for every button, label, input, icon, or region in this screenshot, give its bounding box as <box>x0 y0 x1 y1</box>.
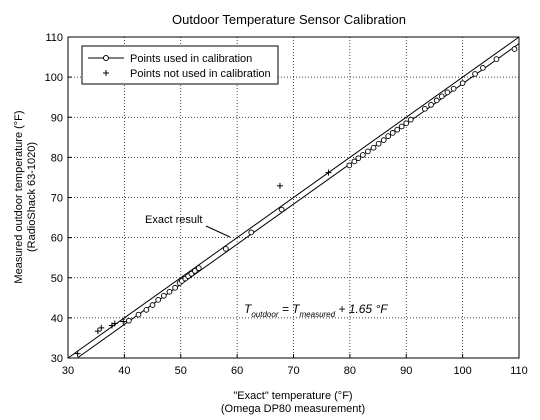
x-tick-label: 30 <box>62 365 74 377</box>
calibration-point <box>143 307 150 313</box>
calibration-point <box>191 268 198 274</box>
calibration-point <box>398 123 405 130</box>
calibration-point <box>359 152 366 158</box>
excluded-point <box>276 182 283 189</box>
calibration-point <box>126 317 132 324</box>
y-tick-label: 70 <box>51 193 63 205</box>
x-axis-ticks: 30 40 50 60 70 80 90 100 110 <box>62 354 528 377</box>
calibration-point <box>351 158 358 165</box>
legend-marker-used <box>103 55 109 61</box>
calibration-point <box>459 80 466 86</box>
calibration-point <box>380 137 387 143</box>
x-axis-label: "Exact" temperature (°F) <box>233 390 352 402</box>
x-tick-label: 40 <box>118 365 130 377</box>
calibration-point <box>493 56 500 62</box>
calibration-point <box>155 296 162 303</box>
exact-result-pointer <box>205 225 231 238</box>
excluded-point <box>94 328 101 335</box>
calibration-point <box>370 144 377 151</box>
x-axis-sublabel: (Omega DP80 measurement) <box>221 403 365 415</box>
y-tick-label: 50 <box>51 273 63 285</box>
x-tick-label: 70 <box>287 365 299 377</box>
x-tick-label: 80 <box>344 365 356 377</box>
y-tick-label: 80 <box>51 152 63 164</box>
x-tick-label: 100 <box>453 365 471 377</box>
calibration-point <box>278 206 285 213</box>
calibration-point <box>511 46 518 52</box>
excluded-point <box>111 320 118 327</box>
y-tick-label: 110 <box>45 32 63 44</box>
calibration-point <box>375 140 382 147</box>
legend-entry-unused: Points not used in calibration <box>130 68 271 80</box>
calibration-point <box>480 65 486 71</box>
excluded-point <box>74 350 81 357</box>
y-tick-label: 100 <box>45 72 63 84</box>
x-tick-label: 50 <box>175 365 187 377</box>
calibration-point <box>195 265 202 271</box>
x-tick-label: 60 <box>231 365 243 377</box>
calibration-point <box>365 148 371 155</box>
formula-tail: + 1.65 °F <box>335 302 388 316</box>
calibration-point <box>223 246 229 252</box>
calibration-point <box>166 288 173 295</box>
legend-marker-unused <box>103 70 109 76</box>
y-tick-label: 30 <box>51 353 63 365</box>
legend: Points used in calibration Points not us… <box>81 45 279 85</box>
legend-entry-used: Points used in calibration <box>130 53 252 65</box>
excluded-point <box>325 169 332 176</box>
calibration-point <box>450 85 457 92</box>
x-tick-label: 110 <box>510 365 528 377</box>
y-axis-label: Measured outdoor temperature (°F) <box>13 110 25 283</box>
exact-result-label: Exact result <box>145 214 202 226</box>
calibration-point <box>355 155 362 162</box>
calibration-point <box>472 71 478 77</box>
calibration-point <box>407 116 414 123</box>
calibration-point <box>433 97 440 104</box>
y-tick-label: 40 <box>51 313 63 325</box>
exact-result-annotation: Exact result <box>145 214 231 238</box>
chart-title: Outdoor Temperature Sensor Calibration <box>172 12 406 27</box>
formula-lhs: T <box>244 302 253 316</box>
excluded-point <box>98 324 105 331</box>
y-axis-ticks: 30 40 50 60 70 80 90 100 110 <box>45 32 72 365</box>
legend-box <box>81 45 279 85</box>
calibration-point <box>135 311 142 318</box>
calibration-point <box>385 133 392 139</box>
calibration-point <box>438 93 445 100</box>
formula-lhs-sub: outdoor <box>251 310 278 319</box>
calibration-formula: Toutdoor = Tmeasured + 1.65 °F <box>244 302 388 319</box>
exact-result-line <box>67 36 520 359</box>
calibration-point <box>172 284 178 291</box>
x-tick-label: 90 <box>400 365 412 377</box>
calibration-point <box>149 302 156 308</box>
data-points <box>74 46 518 357</box>
calibration-point <box>428 101 434 108</box>
calibration-point <box>422 105 428 112</box>
y-tick-label: 60 <box>51 233 63 245</box>
calibration-point <box>444 89 451 96</box>
calibration-point <box>346 162 353 169</box>
y-tick-label: 90 <box>51 112 63 124</box>
calibration-point <box>160 292 167 299</box>
y-axis-sublabel: (RadioShack 63-1020) <box>26 142 38 252</box>
calibration-point <box>403 120 410 127</box>
excluded-point <box>120 318 127 325</box>
formula-rhs-sub: measured <box>300 310 336 319</box>
formula-eq: = T <box>278 302 301 316</box>
calibration-point <box>394 126 401 133</box>
calibration-point <box>389 130 396 136</box>
calibration-point <box>248 229 255 236</box>
